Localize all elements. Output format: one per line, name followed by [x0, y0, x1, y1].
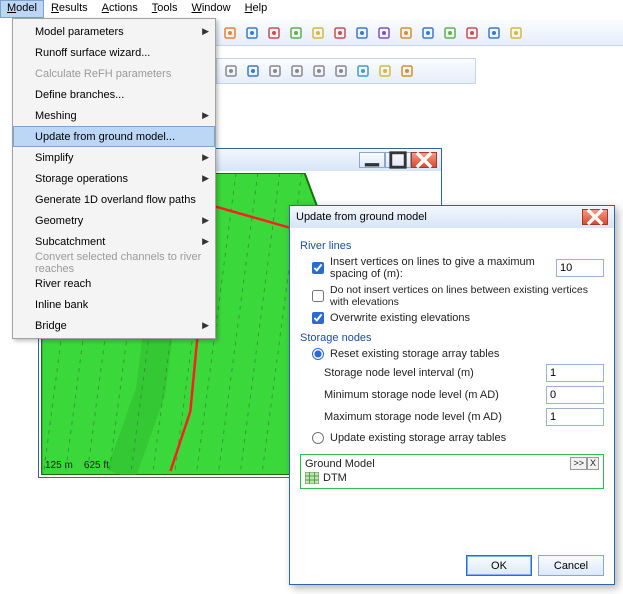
input-interval[interactable]: [546, 364, 604, 382]
model-menu-dropdown: Model parameters▶Runoff surface wizard..…: [12, 18, 216, 339]
menu-item[interactable]: River reach: [13, 273, 215, 294]
dialog-close-button[interactable]: [582, 209, 608, 225]
label-no-insert: Do not insert vertices on lines between …: [330, 284, 604, 308]
menu-item[interactable]: Update from ground model...: [13, 126, 215, 147]
menu-results[interactable]: Results: [44, 0, 95, 18]
toolbar-button[interactable]: [287, 61, 307, 81]
toolbar-button[interactable]: [418, 23, 438, 43]
menu-item[interactable]: Generate 1D overland flow paths: [13, 189, 215, 210]
update-ground-model-dialog: Update from ground model River lines Ins…: [289, 205, 615, 585]
toolbar-button[interactable]: [220, 23, 240, 43]
toolbar-button[interactable]: [396, 23, 416, 43]
label-reset: Reset existing storage array tables: [330, 348, 604, 360]
toolbar-main: [216, 20, 623, 46]
menu-item: Convert selected channels to river reach…: [13, 252, 215, 273]
radio-update[interactable]: [312, 432, 324, 444]
label-min: Minimum storage node level (m AD): [324, 389, 540, 401]
menu-item[interactable]: Define branches...: [13, 84, 215, 105]
toolbar-button[interactable]: [352, 23, 372, 43]
toolbar-button[interactable]: [221, 61, 241, 81]
label-max: Maximum storage node level (m AD): [324, 411, 540, 423]
toolbar-button[interactable]: [440, 23, 460, 43]
toolbar-button[interactable]: [242, 23, 262, 43]
maximize-button[interactable]: [385, 152, 411, 168]
menu-item: Calculate ReFH parameters: [13, 63, 215, 84]
menu-item[interactable]: Model parameters▶: [13, 21, 215, 42]
dialog-title: Update from ground model: [296, 211, 427, 223]
menu-tools[interactable]: Tools: [145, 0, 185, 18]
toolbar-button[interactable]: [462, 23, 482, 43]
label-interval: Storage node level interval (m): [324, 367, 540, 379]
checkbox-overwrite[interactable]: [312, 312, 324, 324]
ground-model-remove-button[interactable]: X: [587, 457, 599, 470]
toolbar-button[interactable]: [309, 61, 329, 81]
ground-model-header: Ground Model: [305, 458, 375, 470]
toolbar-button[interactable]: [484, 23, 504, 43]
input-min[interactable]: [546, 386, 604, 404]
menu-item[interactable]: Storage operations▶: [13, 168, 215, 189]
toolbar-button[interactable]: [375, 61, 395, 81]
close-button[interactable]: [411, 152, 437, 168]
input-spacing[interactable]: [556, 259, 604, 277]
menu-item[interactable]: Inline bank: [13, 294, 215, 315]
toolbar-button[interactable]: [308, 23, 328, 43]
cancel-button[interactable]: Cancel: [538, 555, 604, 576]
menu-item[interactable]: Meshing▶: [13, 105, 215, 126]
radio-reset[interactable]: [312, 348, 324, 360]
menu-item[interactable]: Subcatchment▶: [13, 231, 215, 252]
toolbar-button[interactable]: [243, 61, 263, 81]
input-max[interactable]: [546, 408, 604, 426]
toolbar-button[interactable]: [374, 23, 394, 43]
ground-model-box: Ground Model >> X DTM: [300, 454, 604, 489]
toolbar-button[interactable]: [397, 61, 417, 81]
toolbar-button[interactable]: [330, 23, 350, 43]
menu-model[interactable]: Model: [0, 0, 44, 18]
minimize-button[interactable]: [359, 152, 385, 168]
scale-bar: 125 m 625 ft: [45, 460, 109, 471]
menu-item[interactable]: Simplify▶: [13, 147, 215, 168]
toolbar-button[interactable]: [286, 23, 306, 43]
toolbar-button[interactable]: [264, 23, 284, 43]
toolbar-button[interactable]: [331, 61, 351, 81]
ground-model-expand-button[interactable]: >>: [570, 457, 587, 470]
menu-item[interactable]: Bridge▶: [13, 315, 215, 336]
checkbox-insert-vertices[interactable]: [312, 262, 324, 274]
menu-bar: ModelResultsActionsToolsWindowHelp: [0, 0, 623, 18]
label-update: Update existing storage array tables: [330, 432, 604, 444]
ok-button[interactable]: OK: [466, 555, 532, 576]
toolbar-secondary: [216, 58, 476, 84]
toolbar-button[interactable]: [353, 61, 373, 81]
toolbar-button[interactable]: [265, 61, 285, 81]
toolbar-button[interactable]: [506, 23, 526, 43]
menu-help[interactable]: Help: [238, 0, 275, 18]
menu-item[interactable]: Geometry▶: [13, 210, 215, 231]
group-river-lines: River lines: [300, 240, 604, 252]
ground-model-item-label: DTM: [323, 472, 347, 484]
label-overwrite: Overwrite existing elevations: [330, 312, 604, 324]
label-insert-vertices: Insert vertices on lines to give a maxim…: [330, 256, 550, 280]
grid-icon: [305, 472, 319, 484]
group-storage-nodes: Storage nodes: [300, 332, 604, 344]
checkbox-no-insert[interactable]: [312, 290, 324, 302]
dialog-titlebar[interactable]: Update from ground model: [290, 206, 614, 228]
menu-actions[interactable]: Actions: [95, 0, 145, 18]
ground-model-item[interactable]: DTM: [303, 470, 601, 486]
menu-window[interactable]: Window: [184, 0, 237, 18]
menu-item[interactable]: Runoff surface wizard...: [13, 42, 215, 63]
